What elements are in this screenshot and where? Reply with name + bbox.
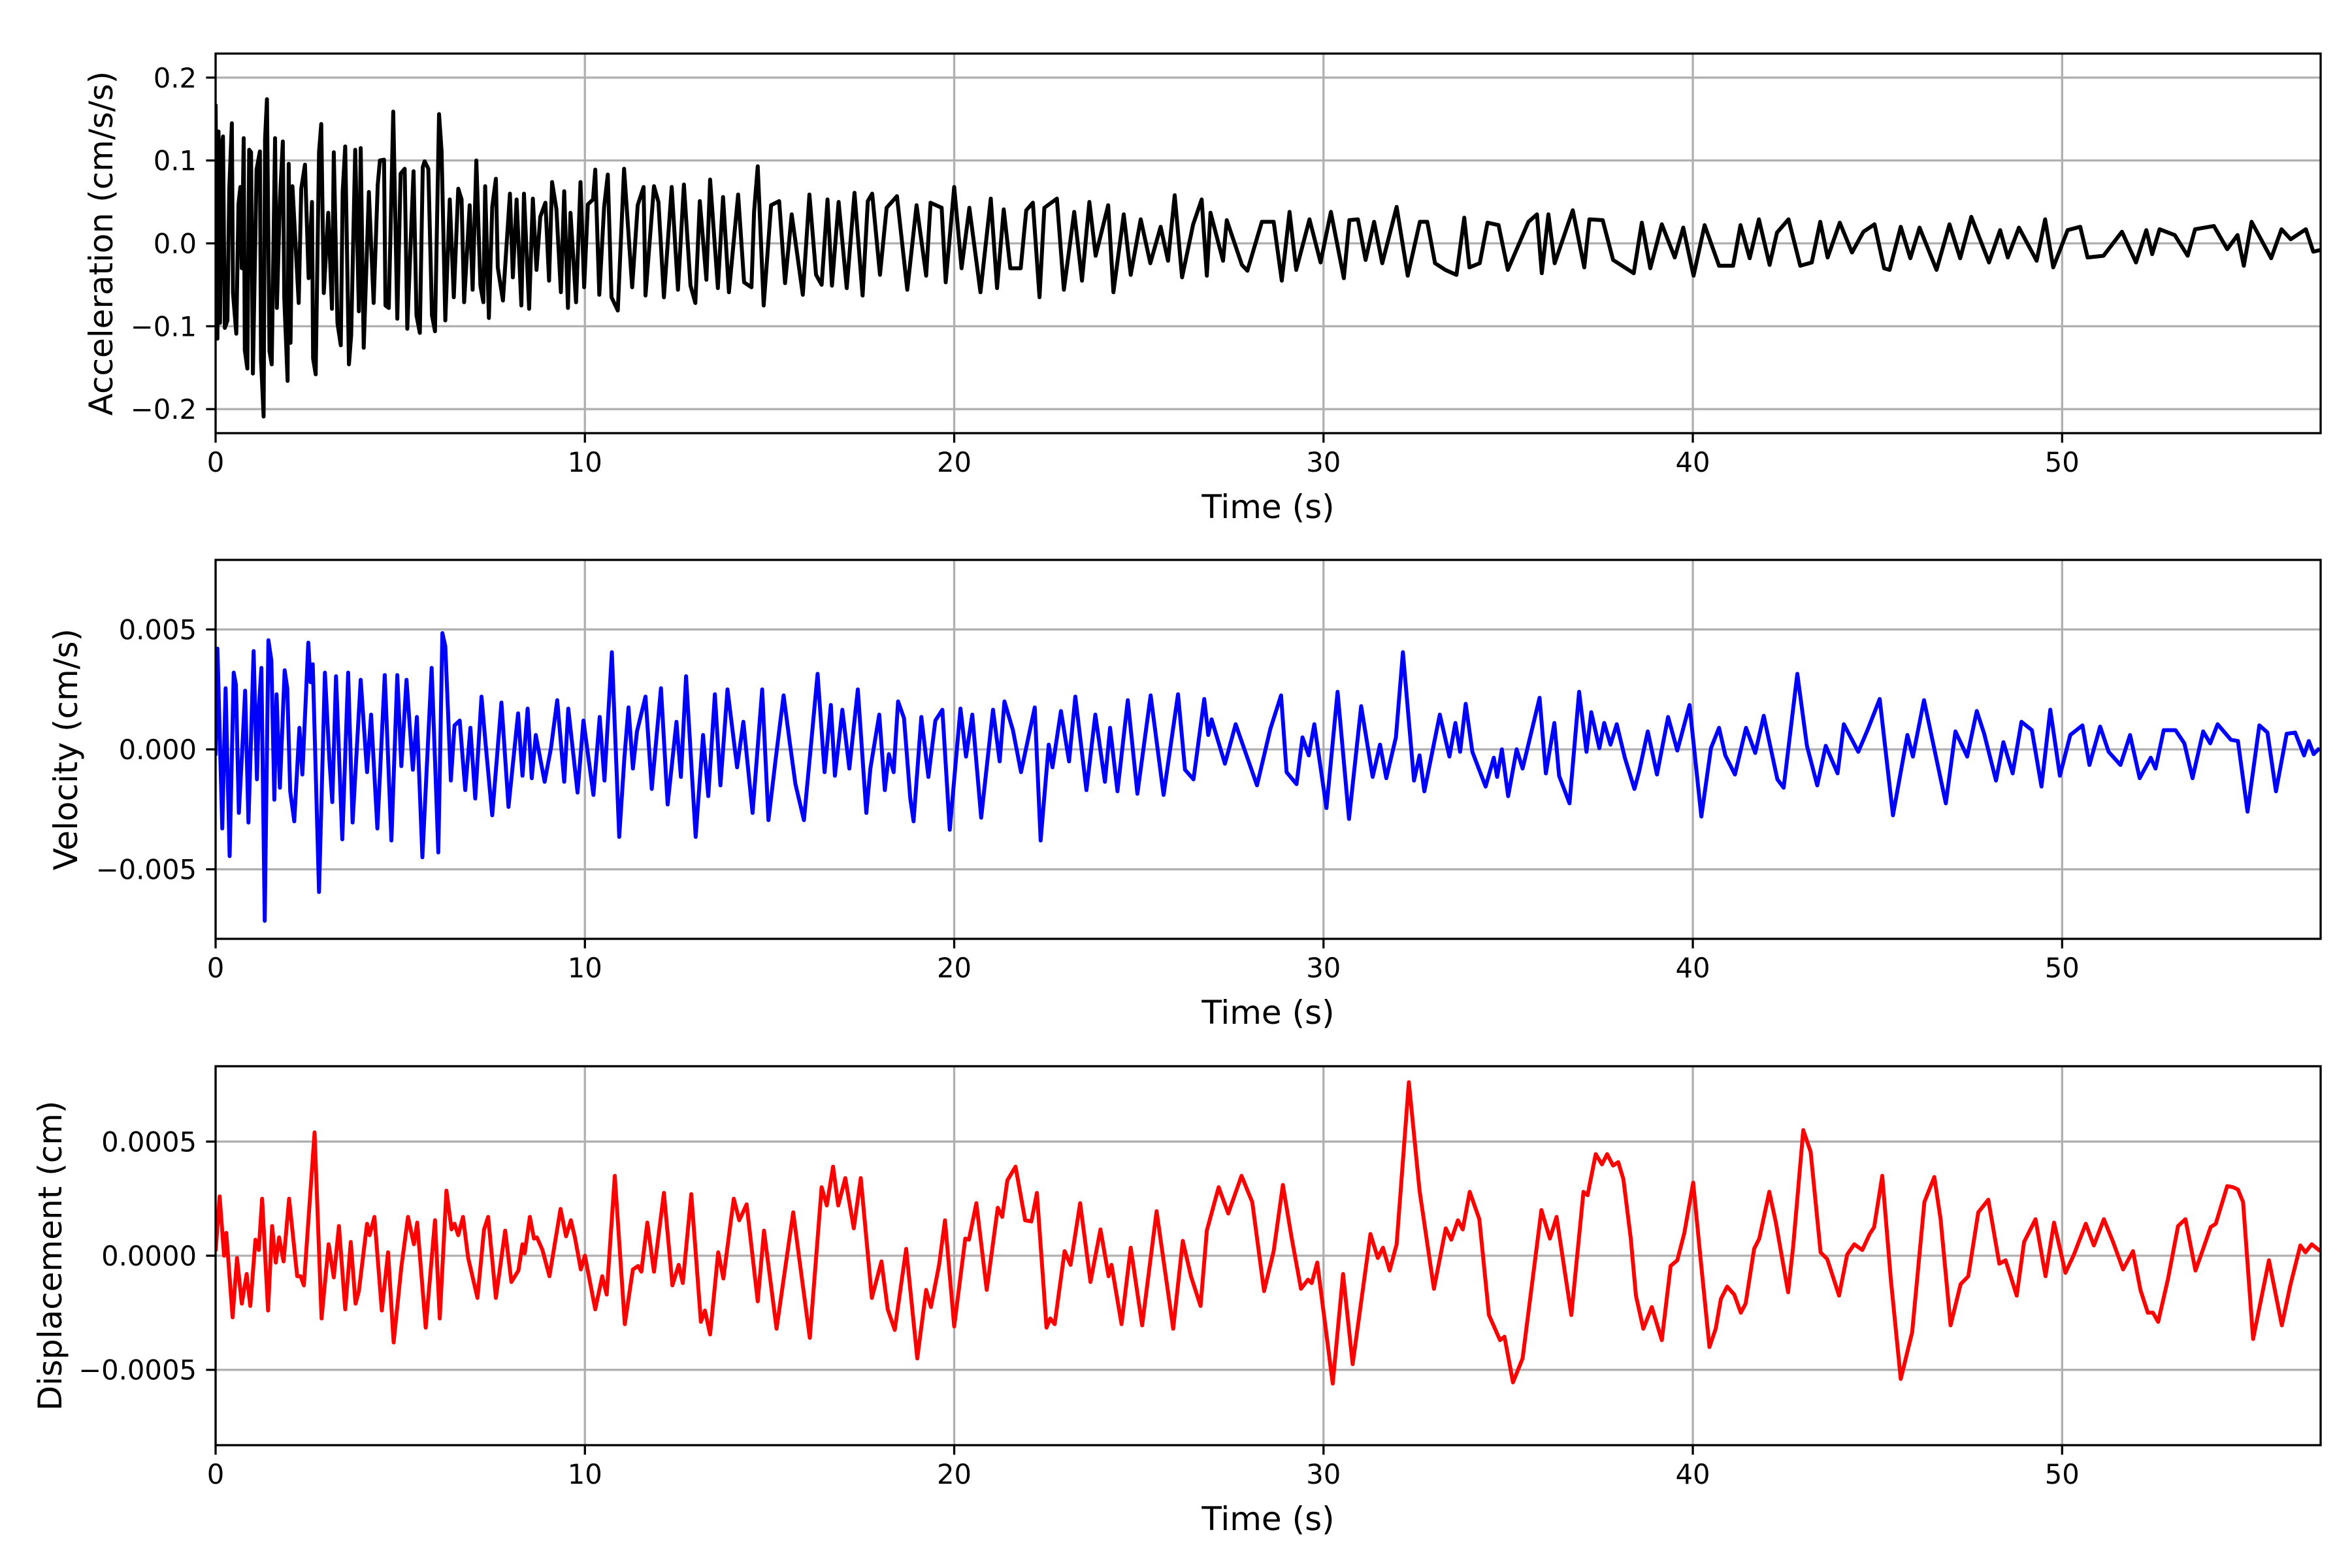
displacement-x-tick-label: 10 [568,1458,602,1490]
acceleration-x-tick-label: 0 [207,446,225,478]
subplots: 0 10 20 30 40 50 −0.2 −0.1 0.0 0.1 0.2 Time (s) Acce… [31,52,2322,1538]
velocity-x-tick-label: 30 [1306,952,1341,984]
displacement-x-tick-label: 30 [1306,1458,1341,1490]
velocity-x-tick-label: 40 [1676,952,1710,984]
acceleration-panel: 0 10 20 30 40 50 −0.2 −0.1 0.0 0.1 0.2 Time (s) Acce… [82,52,2322,526]
velocity-y-tick-label: 0.000 [119,734,197,766]
displacement-y-tick-label: 0.0000 [101,1240,197,1272]
acceleration-y-tick-label: −0.2 [131,393,197,425]
velocity-y-tick-label: −0.005 [96,854,197,886]
acceleration-x-tick-label: 20 [937,446,972,478]
acceleration-series-line [216,97,2321,419]
displacement-x-tick-label: 50 [2045,1458,2080,1490]
displacement-y-tick-label: 0.0005 [101,1126,197,1158]
displacement-x-tick-label: 0 [207,1458,225,1490]
velocity-x-axis-label: Time (s) [1201,994,1334,1032]
displacement-x-axis-label: Time (s) [1201,1500,1334,1538]
acceleration-y-tick-label: 0.1 [154,145,197,177]
acceleration-y-tick-label: 0.2 [154,62,197,94]
acceleration-x-axis-label: Time (s) [1201,488,1334,526]
velocity-y-axis-label: Velocity (cm/s) [47,629,85,870]
acceleration-x-tick-label: 50 [2045,446,2080,478]
acceleration-y-tick-label: −0.1 [131,310,197,342]
velocity-x-tick-label: 10 [568,952,602,984]
displacement-x-tick-label: 40 [1676,1458,1710,1490]
velocity-x-tick-label: 20 [937,952,972,984]
acceleration-x-tick-label: 10 [568,446,602,478]
velocity-x-tick-label: 50 [2045,952,2080,984]
displacement-y-axis-label: Displacement (cm) [31,1101,69,1411]
velocity-panel: 0 10 20 30 40 50 −0.005 0.000 0.005 Time (s) Veloc… [47,559,2322,1032]
acceleration-y-axis-label: Acceleration (cm/s/s) [82,71,120,416]
displacement-y-tick-label: −0.0005 [78,1354,197,1386]
velocity-y-tick-label: 0.005 [119,613,197,645]
displacement-series-line [216,1080,2321,1386]
displacement-panel: 0 10 20 30 40 50 −0.0005 0.0000 0.0005 Time (s) Di… [31,1065,2322,1538]
displacement-x-tick-label: 20 [937,1458,972,1490]
velocity-series-line [216,631,2321,923]
acceleration-x-tick-label: 40 [1676,446,1710,478]
acceleration-x-tick-label: 30 [1306,446,1341,478]
velocity-x-tick-label: 0 [207,952,225,984]
acceleration-y-tick-label: 0.0 [154,228,197,260]
